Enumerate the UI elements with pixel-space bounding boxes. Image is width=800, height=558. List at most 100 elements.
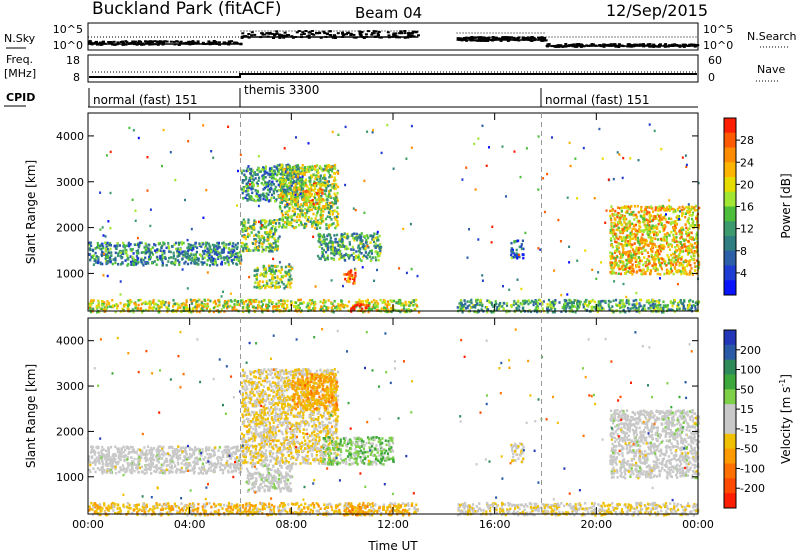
heatmap-cell [348,281,350,284]
heatmap-cell [257,246,259,249]
heatmap-cell [209,264,211,267]
heatmap-cell [371,252,373,255]
noise-mark [359,34,362,36]
heatmap-cell [161,247,163,250]
heatmap-cell [273,165,275,168]
heatmap-cell [269,170,271,173]
heatmap-cell [643,245,645,248]
heatmap-cell [689,214,691,217]
heatmap-cell [276,219,278,222]
heatmap-cell [285,179,287,182]
heatmap-cell [638,302,640,305]
heatmap-cell [625,205,627,208]
heatmap-cell [640,206,642,209]
heatmap-cell [618,250,620,253]
heatmap-cell [341,238,343,241]
heatmap-cell [236,258,238,261]
heatmap-cell [379,250,381,253]
heatmap-cell [615,225,617,228]
heatmap-cell [531,300,533,303]
heatmap-cell [620,273,622,276]
heatmap-cell [148,258,150,261]
heatmap-cell [174,262,176,265]
heatmap-cell [357,256,359,259]
heatmap-cell [681,236,683,239]
heatmap-cell [680,246,682,249]
noise-mark [137,42,140,44]
heatmap-cell [375,242,377,245]
heatmap-cell [349,243,351,246]
heatmap-cell [273,174,275,177]
heatmap-cell [273,196,275,199]
heatmap-cell [214,262,216,265]
heatmap-cell [305,182,307,185]
heatmap-cell [334,209,336,212]
heatmap-cell [220,257,222,260]
heatmap-cell [331,186,333,189]
heatmap-cell [369,241,371,244]
heatmap-cell [271,281,273,284]
heatmap-cell [206,247,208,250]
heatmap-cell [163,304,165,307]
heatmap-cell [221,242,223,245]
heatmap-cell [670,265,672,268]
heatmap-cell [636,270,638,273]
heatmap-cell [241,242,243,245]
heatmap-cell [372,256,374,259]
heatmap-cell [249,234,251,237]
heatmap-cell [282,176,284,179]
heatmap-cell [337,307,339,310]
heatmap-cell [243,244,245,247]
heatmap-cell [259,280,261,283]
heatmap-cell [269,173,271,176]
heatmap-cell [360,252,362,255]
heatmap-cell [175,242,177,245]
heatmap-cell [318,190,320,193]
heatmap-cell [645,244,647,247]
noise-mark [591,43,594,45]
heatmap-cell [114,262,116,265]
freq-right-label: Nave [757,63,785,76]
heatmap-cell [229,248,231,251]
heatmap-cell [308,176,310,179]
heatmap-cell [352,246,354,249]
heatmap-cell [316,164,318,167]
heatmap-cell [335,249,337,252]
heatmap-cell [209,300,211,303]
heatmap-cell [672,211,674,214]
heatmap-cell [246,249,248,252]
heatmap-cell [320,300,322,303]
heatmap-cell [691,206,693,209]
heatmap-cell [378,259,380,262]
heatmap-cell [297,170,299,173]
heatmap-cell [155,303,157,306]
heatmap-cell [143,251,145,254]
heatmap-cell [289,169,291,172]
heatmap-cell [611,209,613,212]
heatmap-cell [256,169,258,172]
heatmap-cell [245,176,247,179]
heatmap-cell [675,227,677,230]
heatmap-cell [342,244,344,247]
heatmap-cell [610,205,612,208]
heatmap-cell [314,307,316,310]
heatmap-cell [151,251,153,254]
heatmap-cell [664,260,666,263]
heatmap-cell [318,175,320,178]
heatmap-cell [629,225,631,228]
heatmap-cell [314,184,316,187]
heatmap-cell [371,250,373,253]
heatmap-cell [351,234,353,237]
heatmap-cell [240,299,242,302]
heatmap-cell [354,282,356,285]
heatmap-cell [639,243,641,246]
noise-mark [350,33,353,35]
heatmap-cell [215,302,217,305]
heatmap-cell [369,255,371,258]
heatmap-cell [265,195,267,198]
heatmap-cell [408,304,410,307]
heatmap-cell [207,299,209,302]
heatmap-cell [691,232,693,235]
heatmap-cell [264,267,266,270]
heatmap-cell [610,219,612,222]
